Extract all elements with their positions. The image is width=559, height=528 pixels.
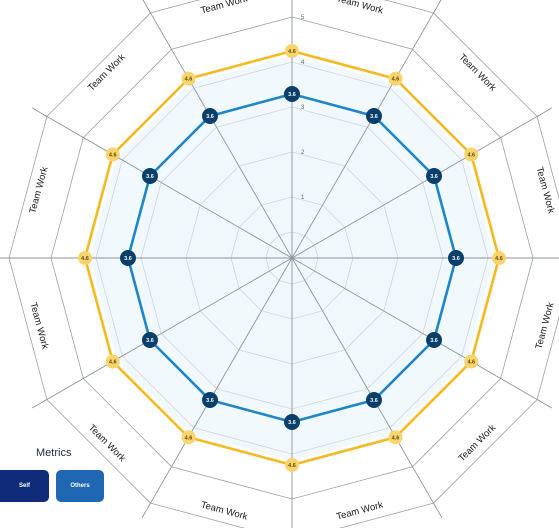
data-point	[141, 168, 158, 184]
radar-spoke-outer	[536, 107, 553, 117]
data-label: 3.6	[370, 114, 378, 120]
radial-tick-label: 1	[301, 195, 305, 201]
data-label: 3.6	[146, 338, 154, 344]
radar-spoke-outer	[31, 107, 48, 117]
radar-spoke-outer	[433, 502, 443, 519]
axis-label: Team Work	[335, 500, 384, 523]
data-point	[285, 458, 299, 472]
data-label: 3.6	[370, 398, 378, 404]
data-label: 4.6	[467, 360, 475, 366]
data-point	[181, 430, 196, 445]
data-point	[464, 147, 479, 162]
radar-spoke-outer	[141, 502, 151, 519]
radar-spoke	[291, 114, 541, 259]
axis-label: Team Work	[86, 52, 128, 94]
axis-label: Team Work	[534, 166, 557, 215]
axis-label: Team Work	[456, 422, 498, 464]
axis-label: Team Work	[335, 0, 384, 17]
data-point	[366, 107, 382, 124]
data-point	[202, 392, 218, 409]
data-label: 3.6	[288, 92, 296, 98]
radar-spoke	[43, 114, 293, 259]
data-point	[105, 354, 120, 369]
axis-label: Team Work	[456, 52, 498, 94]
axis-label: Team Work	[200, 500, 249, 523]
data-point	[284, 414, 300, 430]
data-point	[366, 392, 382, 409]
radial-tick-label: 3	[301, 105, 305, 111]
axis-label: Team Work	[534, 301, 557, 350]
data-label: 3.6	[430, 174, 438, 180]
radar-spoke	[291, 9, 436, 259]
radial-tick-label: 4	[301, 60, 305, 66]
data-label: 3.6	[452, 256, 460, 262]
legend-self-button[interactable]: Self	[0, 470, 49, 502]
data-point	[120, 250, 136, 266]
radar-spoke	[43, 257, 293, 402]
data-label: 4.6	[185, 435, 193, 441]
data-point	[202, 107, 218, 124]
data-label: 3.6	[146, 174, 154, 180]
data-label: 3.6	[124, 256, 132, 262]
radial-tick-label: 2	[301, 150, 305, 156]
radar-spoke-outer	[536, 399, 553, 409]
radar-spoke-outer	[433, 0, 442, 14]
data-point	[284, 86, 300, 102]
legend-title: Metrics	[36, 447, 72, 459]
radar-spoke	[291, 257, 541, 402]
data-label: 4.6	[288, 49, 296, 55]
data-label: 4.6	[495, 256, 503, 262]
data-point	[426, 168, 443, 184]
data-point	[78, 251, 92, 265]
axis-label: Team Work	[86, 422, 128, 464]
axis-label: Team Work	[27, 301, 50, 350]
radar-spoke	[148, 9, 293, 259]
data-point	[464, 354, 479, 369]
data-point	[448, 250, 464, 266]
axis-label: Team Work	[27, 165, 50, 214]
data-label: 3.6	[206, 114, 214, 120]
data-point	[105, 147, 120, 162]
radial-tick-label: 5	[301, 15, 305, 21]
data-label: 4.6	[109, 153, 117, 159]
data-label: 4.6	[81, 256, 89, 262]
data-point	[492, 251, 506, 265]
data-label: 3.6	[288, 420, 296, 426]
radar-spoke	[148, 257, 293, 507]
data-label: 3.6	[206, 398, 214, 404]
legend-others-button[interactable]: Others	[56, 470, 104, 502]
radar-spoke	[291, 257, 436, 507]
data-point	[285, 44, 299, 58]
data-label: 4.6	[288, 463, 296, 469]
data-label: 4.6	[392, 435, 400, 441]
radar-spoke-outer	[142, 0, 151, 14]
data-label: 4.6	[185, 77, 193, 83]
axis-label: Team Work	[200, 0, 249, 16]
data-point	[388, 430, 403, 445]
radar-spoke-outer	[31, 399, 48, 409]
data-point	[388, 71, 403, 86]
data-point	[426, 332, 443, 348]
data-point	[181, 71, 196, 86]
data-label: 4.6	[392, 77, 400, 83]
data-label: 4.6	[109, 360, 117, 366]
data-point	[141, 332, 158, 348]
data-label: 3.6	[430, 338, 438, 344]
data-label: 4.6	[467, 153, 475, 159]
